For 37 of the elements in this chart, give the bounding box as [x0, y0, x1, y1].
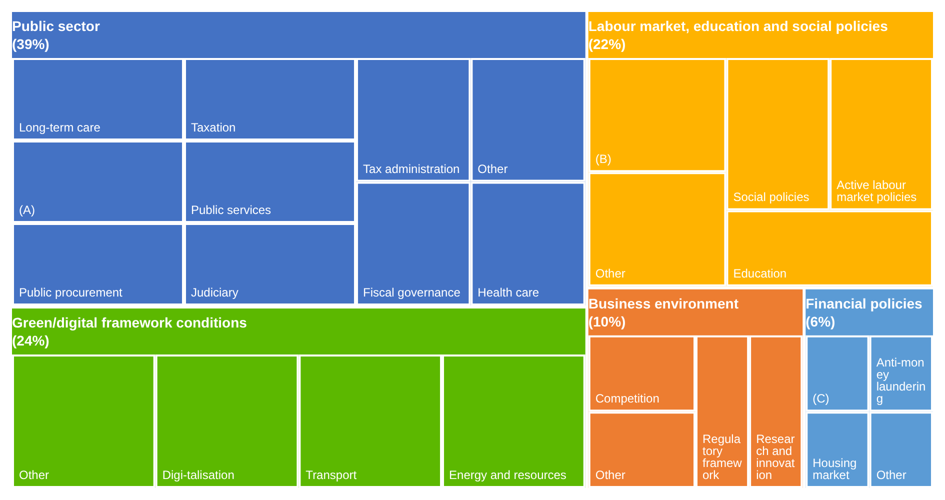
text: Other: [478, 162, 508, 176]
category-label: Green/digital framework conditions: [12, 314, 248, 331]
text: Other: [595, 468, 626, 482]
text: Public procurement: [19, 286, 122, 300]
text: Health care: [478, 286, 540, 300]
text: Research and innovation: [756, 432, 795, 482]
data-label: (10%): [588, 313, 626, 330]
text: Active labour market policies: [836, 178, 917, 204]
text: Taxation: [191, 120, 236, 135]
text: Energy and resources: [449, 468, 566, 482]
text: Other: [19, 468, 50, 482]
text: (A): [19, 203, 35, 218]
text: Long-term care: [19, 120, 100, 135]
text: (C): [812, 392, 830, 406]
text: Regulatory framework: [702, 432, 742, 482]
category-label: Public sector: [12, 18, 100, 34]
data-label: (39%): [12, 36, 50, 52]
text: Transport: [306, 468, 357, 482]
category-label: Business environment: [588, 295, 739, 312]
text: (B): [595, 152, 612, 166]
text: Tax administration: [363, 162, 460, 176]
category-label: Labour market, education and social policies: [588, 18, 888, 34]
text: Housing market: [812, 456, 857, 482]
data-label: (24%): [12, 332, 50, 349]
text: Public services: [191, 203, 272, 218]
text: Fiscal governance: [363, 286, 460, 300]
data-label: (6%): [806, 313, 836, 330]
text: Judiciary: [191, 286, 238, 300]
text: Education: [733, 266, 787, 280]
text: Anti-money laundering: [876, 356, 926, 406]
category-label: Financial policies: [806, 295, 923, 312]
text: Social policies: [733, 190, 810, 204]
text: Other: [595, 266, 626, 280]
text: Competition: [595, 392, 660, 406]
text: Digi-talisation: [162, 468, 234, 482]
text: Other: [876, 468, 906, 482]
data-label: (22%): [588, 36, 626, 52]
